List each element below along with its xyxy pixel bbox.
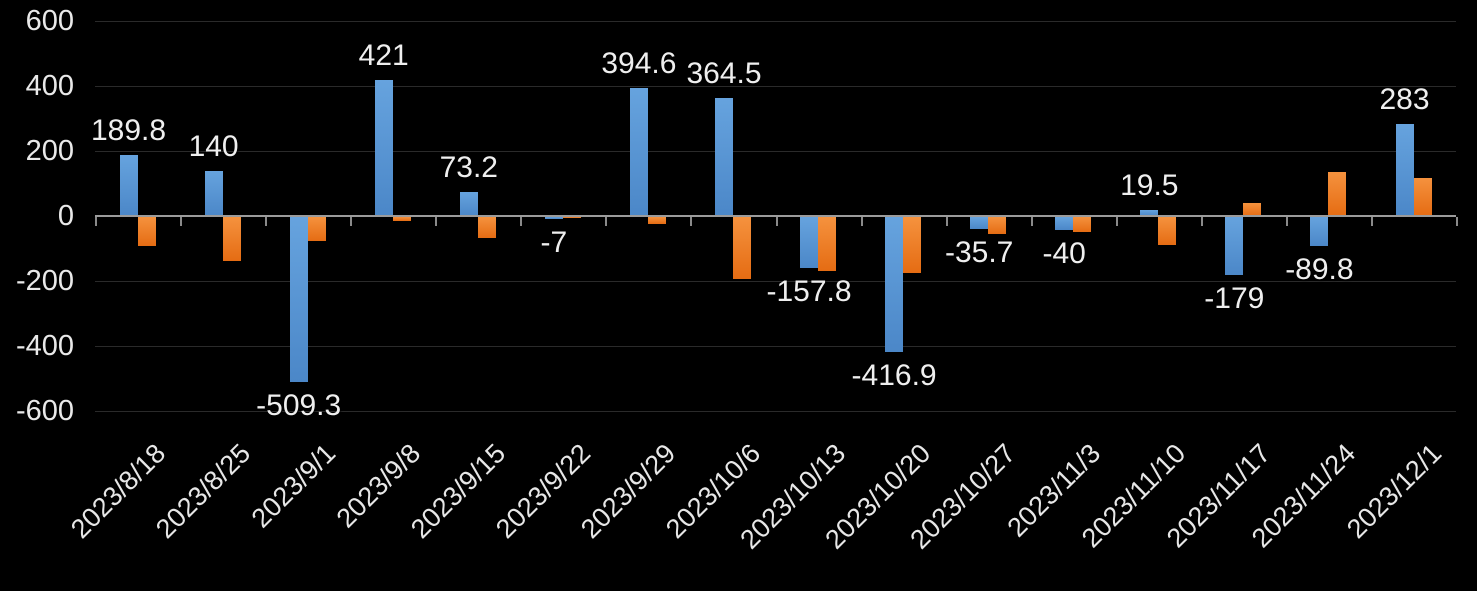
y-axis-label: 200 — [25, 135, 74, 167]
bar-blue-series-2023/11/3[interactable] — [1055, 217, 1074, 230]
data-label-2023/8/25: 140 — [188, 129, 239, 163]
bar-orange-series-2023/9/8[interactable] — [392, 217, 411, 221]
gridline--200 — [95, 281, 1456, 282]
bar-blue-series-2023/10/20[interactable] — [885, 217, 904, 353]
bar-blue-series-2023/9/15[interactable] — [459, 192, 478, 216]
x-axis-tick — [1285, 217, 1288, 226]
data-label-2023/11/17: -179 — [1204, 282, 1265, 315]
x-axis-tick — [1200, 217, 1203, 226]
bar-blue-series-2023/8/18[interactable] — [119, 154, 138, 216]
bar-blue-series-2023/10/6[interactable] — [715, 97, 733, 216]
bar-blue-series-2023/9/29[interactable] — [629, 88, 648, 216]
data-label-2023/9/22: -7 — [540, 226, 568, 260]
gridline-200 — [95, 151, 1456, 152]
bar-orange-series-2023/10/20[interactable] — [903, 217, 922, 273]
data-label-2023/9/1: -509.3 — [256, 389, 342, 423]
x-axis-tick — [350, 217, 353, 226]
x-axis-tick — [860, 217, 863, 226]
y-axis-label: -600 — [15, 395, 74, 427]
bar-blue-series-2023/9/1[interactable] — [289, 217, 308, 383]
data-label-2023/9/15: 73.2 — [439, 151, 498, 185]
bar-blue-series-2023/8/25[interactable] — [204, 170, 223, 216]
data-label-2023/10/27: -35.7 — [944, 235, 1014, 269]
x-axis-tick — [690, 217, 693, 226]
x-axis-tick — [945, 217, 948, 226]
gridline-400 — [95, 86, 1456, 87]
y-axis-label: -400 — [15, 330, 74, 362]
y-axis-label: 600 — [25, 5, 74, 37]
x-axis-tick — [95, 217, 97, 226]
x-axis-tick — [520, 217, 523, 226]
x-axis-tick — [1030, 217, 1033, 226]
bar-blue-series-2023/9/8[interactable] — [374, 79, 393, 216]
bar-orange-series-2023/10/6[interactable] — [733, 217, 751, 279]
bar-orange-series-2023/9/15[interactable] — [477, 217, 496, 239]
x-axis-tick — [1115, 217, 1118, 226]
y-axis-label: -200 — [15, 265, 74, 297]
gridline-600 — [95, 21, 1456, 22]
bar-orange-series-2023/9/29[interactable] — [647, 217, 666, 224]
x-axis-tick — [435, 217, 438, 226]
bar-blue-series-2023/11/10[interactable] — [1140, 209, 1159, 216]
bar-orange-series-2023/9/22[interactable] — [562, 217, 581, 218]
bar-orange-series-2023/8/18[interactable] — [137, 217, 156, 247]
x-axis-tick — [605, 217, 608, 226]
data-label-2023/10/20: -416.9 — [851, 359, 937, 393]
x-axis-line — [95, 215, 1456, 217]
data-label-2023/8/18: 189.8 — [90, 113, 167, 147]
bar-orange-series-2023/11/17[interactable] — [1243, 203, 1262, 216]
bar-orange-series-2023/10/13[interactable] — [818, 217, 836, 271]
bar-orange-series-2023/11/10[interactable] — [1158, 217, 1177, 245]
data-label-2023/11/3: -40 — [1042, 237, 1086, 270]
bar-blue-series-2023/10/27[interactable] — [970, 217, 989, 229]
data-label-2023/9/8: 421 — [358, 38, 409, 72]
data-label-2023/12/1: 283 — [1379, 83, 1430, 117]
x-axis-tick — [775, 217, 778, 226]
x-axis-tick — [1456, 217, 1458, 226]
gridline--400 — [95, 346, 1456, 347]
bar-blue-series-2023/12/1[interactable] — [1395, 124, 1414, 216]
y-axis-label: 0 — [57, 200, 74, 232]
data-label-2023/10/13: -157.8 — [766, 275, 852, 309]
bar-orange-series-2023/8/25[interactable] — [222, 217, 241, 261]
bar-orange-series-2023/10/27[interactable] — [988, 217, 1007, 234]
x-axis-tick — [1370, 217, 1373, 226]
x-axis-tick — [265, 217, 268, 226]
data-label-2023/9/29: 394.6 — [601, 47, 677, 81]
bar-blue-series-2023/10/13[interactable] — [800, 217, 818, 269]
bar-blue-series-2023/11/17[interactable] — [1225, 217, 1244, 275]
gridline--600 — [95, 411, 1456, 412]
bar-orange-series-2023/12/1[interactable] — [1413, 178, 1432, 216]
bar-blue-series-2023/9/22[interactable] — [544, 217, 563, 220]
data-label-2023/11/10: 19.5 — [1120, 168, 1179, 202]
bar-orange-series-2023/9/1[interactable] — [307, 217, 326, 241]
data-label-2023/10/6: 364.5 — [686, 56, 762, 90]
bar-blue-series-2023/11/24[interactable] — [1310, 217, 1329, 247]
x-axis-tick — [180, 217, 183, 226]
y-axis-label: 400 — [25, 70, 74, 102]
bar-orange-series-2023/11/24[interactable] — [1328, 171, 1347, 216]
data-label-2023/11/24: -89.8 — [1285, 253, 1354, 287]
bar-orange-series-2023/11/3[interactable] — [1073, 217, 1092, 232]
